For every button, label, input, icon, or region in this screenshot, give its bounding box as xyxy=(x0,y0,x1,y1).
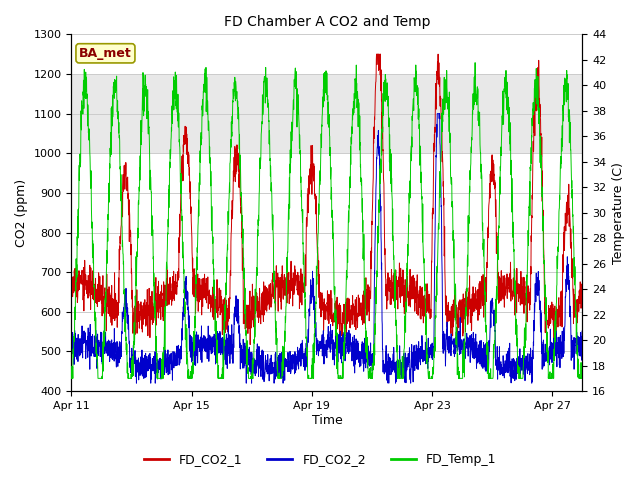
Y-axis label: CO2 (ppm): CO2 (ppm) xyxy=(15,179,28,247)
Bar xyxy=(72,74,582,153)
Legend: FD_CO2_1, FD_CO2_2, FD_Temp_1: FD_CO2_1, FD_CO2_2, FD_Temp_1 xyxy=(139,448,501,471)
X-axis label: Time: Time xyxy=(312,414,342,427)
Title: FD Chamber A CO2 and Temp: FD Chamber A CO2 and Temp xyxy=(224,15,430,29)
Y-axis label: Temperature (C): Temperature (C) xyxy=(612,162,625,264)
Text: BA_met: BA_met xyxy=(79,47,132,60)
